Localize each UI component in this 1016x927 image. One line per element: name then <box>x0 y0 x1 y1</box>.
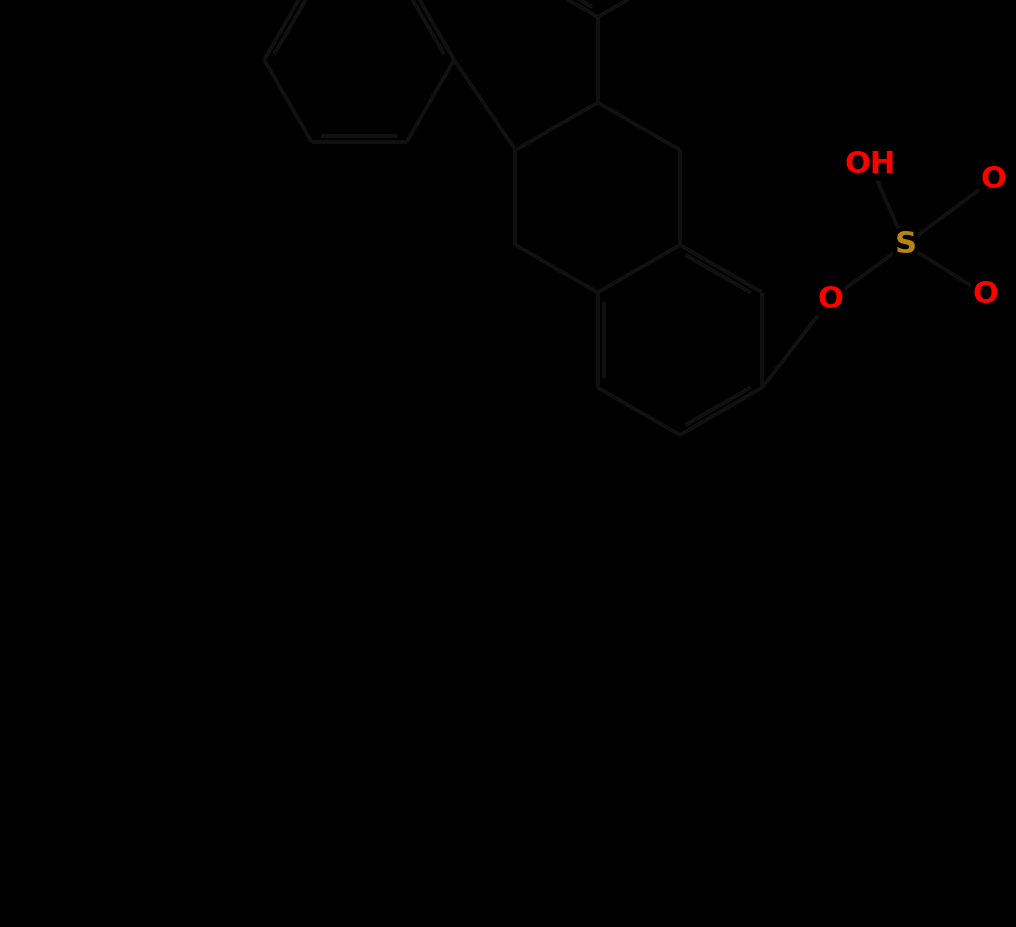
Text: O: O <box>817 285 843 314</box>
Text: S: S <box>894 230 916 259</box>
Text: OH: OH <box>844 150 896 179</box>
Text: O: O <box>980 165 1006 194</box>
Text: O: O <box>972 280 998 309</box>
